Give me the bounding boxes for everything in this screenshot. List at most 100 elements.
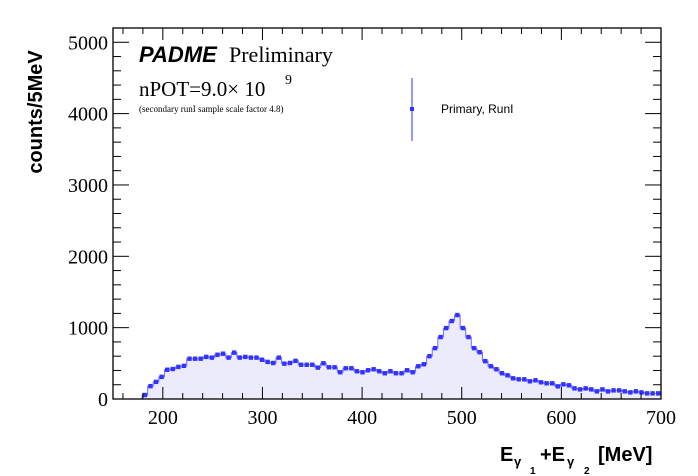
data-point (254, 355, 259, 360)
x-axis-title-plus-e2: +E (540, 444, 565, 466)
data-point (656, 391, 661, 396)
data-point (187, 356, 192, 361)
histogram-area (113, 315, 661, 399)
data-point (259, 357, 265, 362)
data-point (287, 360, 293, 366)
data-point (432, 345, 438, 351)
data-point (153, 379, 159, 385)
x-tick-label: 700 (646, 407, 676, 429)
data-point (237, 355, 242, 360)
data-point (622, 389, 627, 394)
x-tick-label: 300 (247, 407, 277, 429)
data-point (544, 381, 549, 386)
data-point (438, 334, 443, 340)
legend-entry: Primary, RunI (441, 102, 513, 116)
data-point (393, 371, 399, 376)
histogram-outline (113, 314, 661, 400)
data-point (455, 312, 460, 318)
data-point (572, 386, 577, 391)
data-point (354, 369, 360, 374)
data-point (577, 387, 583, 392)
data-point (310, 362, 315, 367)
data-point (421, 362, 427, 367)
data-point (176, 364, 181, 370)
data-point (449, 318, 454, 324)
data-point (181, 363, 187, 369)
npot-label: nPOT=9.0× 10 (139, 77, 265, 101)
data-point (326, 365, 332, 370)
data-point (533, 378, 538, 383)
data-point (460, 325, 466, 331)
data-point (321, 361, 326, 366)
data-point (549, 381, 555, 386)
data-point (471, 345, 477, 351)
data-point (611, 388, 616, 393)
data-point (538, 380, 544, 385)
data-markers (142, 312, 661, 398)
x-axis-title-sub2: 2 (584, 466, 590, 476)
data-point (304, 362, 309, 367)
data-point (644, 391, 650, 396)
data-point (276, 355, 281, 360)
data-point (204, 354, 209, 360)
data-point (220, 351, 226, 356)
x-tick-label: 200 (148, 407, 178, 429)
data-point (142, 392, 148, 398)
status-label: Preliminary (229, 42, 333, 67)
data-point (148, 383, 153, 389)
data-point (349, 366, 354, 371)
data-point (566, 383, 572, 388)
data-point (616, 388, 622, 393)
data-point (265, 359, 270, 365)
data-point (332, 365, 337, 370)
data-point (561, 382, 566, 387)
x-axis-title-sub1: 1 (530, 466, 536, 476)
data-point (399, 371, 404, 376)
data-point (522, 377, 527, 382)
data-point (192, 356, 198, 361)
data-point (226, 355, 231, 360)
data-point (510, 376, 516, 381)
npot-exponent: 9 (285, 73, 292, 88)
histogram-fill (113, 315, 661, 399)
x-axis-title-unit: [MeV] (598, 444, 652, 466)
data-point (499, 371, 505, 376)
data-point (198, 356, 203, 361)
data-point (248, 355, 254, 360)
y-axis-title: counts/5MeV (25, 50, 47, 174)
data-point (271, 360, 276, 366)
data-point (583, 386, 588, 391)
y-tick-label: 3000 (68, 175, 108, 197)
data-point (293, 358, 298, 364)
data-point (209, 355, 215, 360)
y-tick-label: 4000 (68, 104, 108, 126)
x-tick-label: 500 (447, 407, 477, 429)
data-point (298, 362, 304, 367)
data-point (494, 367, 499, 372)
data-point (243, 354, 248, 360)
histogram-line (113, 314, 661, 400)
x-axis-title-gamma1: γ (514, 454, 522, 469)
y-tick-label: 5000 (68, 32, 108, 54)
data-point (605, 389, 611, 394)
legend: Primary, RunI (410, 78, 513, 141)
data-point (388, 369, 393, 374)
data-point (443, 325, 449, 331)
data-point (488, 364, 494, 369)
data-point (477, 349, 482, 355)
data-point (427, 353, 432, 359)
data-point (639, 390, 644, 395)
data-point (170, 366, 175, 372)
data-point (337, 370, 343, 375)
data-point (416, 364, 421, 369)
data-point (650, 391, 655, 396)
data-point (382, 371, 388, 376)
data-point (404, 368, 410, 373)
y-tick-label: 2000 (68, 246, 108, 268)
data-point (165, 367, 170, 372)
data-point (594, 389, 600, 394)
data-point (600, 387, 605, 392)
x-tick-label: 400 (347, 407, 377, 429)
data-point (377, 369, 382, 374)
